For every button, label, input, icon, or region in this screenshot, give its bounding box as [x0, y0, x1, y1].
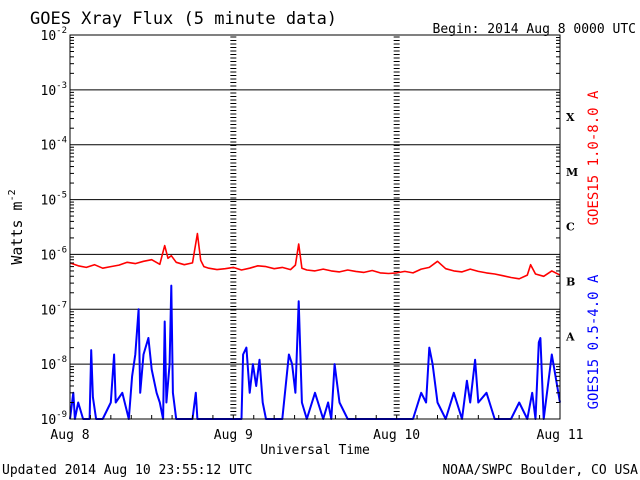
chart-title: GOES Xray Flux (5 minute data): [30, 9, 337, 29]
series-long-wavelength-line: [69, 232, 561, 280]
legend-label: GOES15 0.5-4.0 A: [586, 274, 602, 409]
flare-class-label: X: [566, 111, 575, 124]
credit-label: NOAA/SWPC Boulder, CO USA: [442, 463, 638, 478]
y-axis-label-group: Watts m-2: [7, 189, 26, 264]
series-short-wavelength-line: [69, 284, 561, 420]
flare-class-label: A: [565, 330, 575, 343]
y-tick-label: 10-8: [41, 355, 68, 373]
legend-layer: GOES15 1.0-8.0 A GOES15 0.5-4.0 A: [586, 90, 602, 409]
y-tick-label: 10-4: [41, 136, 68, 154]
x-axis-label: Universal Time: [260, 443, 370, 458]
legend-entry: GOES15 0.5-4.0 A: [586, 274, 602, 409]
y-tick-label: 10-6: [41, 245, 68, 263]
begin-label: Begin: 2014 Aug 8 0000 UTC: [433, 22, 637, 37]
x-tick-label: Aug 8: [50, 428, 89, 443]
x-tick-label: Aug 11: [537, 428, 584, 443]
flare-class-label: C: [566, 221, 575, 234]
grid-layer: [70, 36, 560, 419]
updated-timestamp: Updated 2014 Aug 10 23:55:12 UTC: [2, 463, 252, 478]
y-axis-label: Watts m-2: [7, 189, 26, 264]
y-tick-label: 10-5: [41, 191, 68, 209]
series-layer: [69, 232, 561, 420]
legend-entry: GOES15 1.0-8.0 A: [586, 90, 602, 225]
y-tick-label: 10-2: [41, 26, 68, 44]
y-tick-label: 10-3: [41, 81, 68, 99]
x-tick-label: Aug 10: [373, 428, 420, 443]
legend-label: GOES15 1.0-8.0 A: [586, 90, 602, 225]
y-tick-label: 10-9: [41, 410, 68, 428]
flare-class-label: M: [566, 166, 578, 179]
axis-layer: 10-9 10-8 10-7 10-6 10-5 10-4 10-3 10-2 Aug 8 Aug…: [41, 26, 584, 443]
flare-class-label: B: [566, 276, 575, 289]
y-tick-label: 10-7: [41, 300, 68, 318]
x-tick-label: Aug 9: [214, 428, 253, 443]
